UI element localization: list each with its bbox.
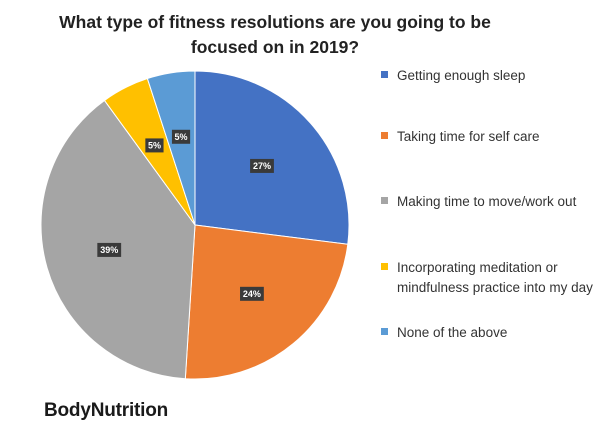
pie-data-labels: 27% 24% 39% 5% 5% (97, 129, 274, 301)
legend-label: Getting enough sleep (397, 68, 526, 83)
chart-title: What type of fitness resolutions are you… (59, 12, 491, 57)
data-label-incorporating-meditation-or-mindfulness-practice-into-my-day: 5% (145, 138, 164, 153)
legend-label: Incorporating meditation or mindfulness … (397, 260, 593, 295)
data-label-text: 27% (253, 161, 271, 171)
pie-slice-taking-time-for-self-care (184, 224, 349, 380)
data-label-text: 24% (243, 289, 261, 299)
legend-swatch (381, 328, 388, 335)
legend-swatch (381, 132, 388, 139)
data-label-box (250, 158, 274, 173)
data-label-box (97, 242, 122, 257)
brand-logo-text: BodyNutrition (44, 400, 169, 421)
data-label-none-of-the-above: 5% (171, 129, 191, 144)
legend-swatch (381, 263, 388, 270)
pie-slice-getting-enough-sleep (194, 70, 350, 245)
pie-slices (40, 70, 350, 380)
legend-label: None of the above (397, 325, 508, 340)
data-label-box (240, 286, 264, 301)
legend-swatch (381, 197, 388, 204)
legend-label: Taking time for self care (397, 129, 540, 144)
legend-swatch (381, 71, 388, 78)
data-label-taking-time-for-self-care: 24% (240, 286, 264, 301)
data-label-text: 5% (148, 141, 161, 151)
pie-slice-making-time-to-move-work-out (40, 99, 196, 380)
legend-label: Making time to move/work out (397, 194, 577, 209)
data-label-box (145, 138, 164, 153)
data-label-text: 39% (100, 245, 118, 255)
data-label-text: 5% (175, 132, 188, 142)
data-label-making-time-to-move-work-out: 39% (97, 242, 122, 257)
data-label-box (171, 129, 191, 144)
pie-slice-none-of-the-above (146, 70, 196, 226)
data-label-getting-enough-sleep: 27% (250, 158, 274, 173)
